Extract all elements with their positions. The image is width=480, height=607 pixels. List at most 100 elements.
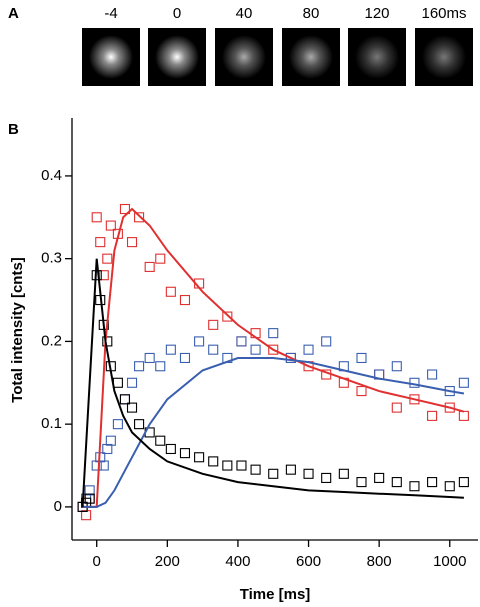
frame-label: 160ms xyxy=(421,5,466,22)
frame-spot xyxy=(355,35,399,79)
data-point xyxy=(321,472,332,483)
panel-label: B xyxy=(8,121,19,138)
y-tick-label: 0.4 xyxy=(41,167,62,184)
y-tick-label: 0 xyxy=(54,498,62,515)
data-point xyxy=(102,336,113,347)
data-point xyxy=(112,377,123,388)
data-point xyxy=(98,270,109,281)
data-point xyxy=(458,410,469,421)
data-point xyxy=(194,336,205,347)
fit-line xyxy=(82,357,465,508)
data-point xyxy=(222,311,233,322)
data-point xyxy=(250,464,261,475)
data-point xyxy=(134,361,145,372)
data-point xyxy=(194,452,205,463)
frame-label: 120 xyxy=(364,5,389,22)
data-point xyxy=(391,402,402,413)
x-tick-label: 400 xyxy=(225,553,250,570)
data-point xyxy=(391,477,402,488)
data-point xyxy=(165,286,176,297)
frame-spot xyxy=(222,35,266,79)
data-point xyxy=(356,352,367,364)
data-point xyxy=(84,485,95,496)
data-point xyxy=(268,328,279,339)
data-point xyxy=(112,419,123,430)
data-point xyxy=(303,344,314,355)
x-tick-label: 200 xyxy=(155,553,180,570)
y-tick-label: 0.2 xyxy=(41,332,62,349)
data-point xyxy=(102,253,113,264)
data-point xyxy=(208,319,219,330)
data-point xyxy=(285,352,296,364)
data-point xyxy=(236,336,247,347)
data-point xyxy=(268,344,279,355)
frame-spot xyxy=(289,35,333,79)
data-point xyxy=(356,477,367,488)
x-tick-label: 0 xyxy=(93,553,101,570)
frame-spot xyxy=(155,35,199,79)
data-point xyxy=(155,435,166,446)
data-point xyxy=(91,212,102,223)
data-point xyxy=(179,352,191,364)
data-point xyxy=(356,386,367,397)
data-point xyxy=(98,460,109,471)
data-point xyxy=(165,344,176,355)
y-axis-title: Total intensity [cnts] xyxy=(9,257,26,403)
data-point xyxy=(105,435,116,446)
data-point xyxy=(119,203,131,215)
data-point xyxy=(155,253,166,264)
data-point xyxy=(458,477,469,488)
data-point xyxy=(250,344,261,355)
data-point xyxy=(144,352,155,364)
data-point xyxy=(102,443,113,455)
data-point xyxy=(268,468,279,479)
x-tick-label: 800 xyxy=(367,553,392,570)
data-point xyxy=(179,294,191,306)
x-tick-label: 1000 xyxy=(433,553,466,570)
data-point xyxy=(126,237,138,248)
data-point xyxy=(126,402,138,413)
data-point xyxy=(391,361,402,372)
data-point xyxy=(374,472,385,483)
x-tick-label: 600 xyxy=(296,553,321,570)
data-point xyxy=(427,477,438,488)
panel-label: A xyxy=(8,5,19,22)
data-point xyxy=(222,460,233,471)
frames xyxy=(82,28,473,86)
data-point xyxy=(444,402,455,413)
data-point xyxy=(105,220,116,231)
fit-line xyxy=(82,207,465,508)
data-point xyxy=(144,261,155,272)
data-point xyxy=(155,361,166,372)
x-axis-title: Time [ms] xyxy=(240,586,311,603)
frame-label: 80 xyxy=(303,5,320,22)
data-point xyxy=(285,464,296,475)
data-point xyxy=(444,481,455,492)
y-tick-label: 0.3 xyxy=(41,250,62,267)
data-point xyxy=(427,369,438,380)
data-point xyxy=(81,510,92,521)
data-point xyxy=(119,394,131,405)
fit-line xyxy=(81,258,464,507)
data-point xyxy=(119,394,131,405)
data-point xyxy=(95,237,106,248)
data-point xyxy=(126,377,138,388)
data-point xyxy=(321,336,332,347)
frame-spot xyxy=(89,35,133,79)
frame-label: 40 xyxy=(236,5,253,22)
data-point xyxy=(165,443,176,455)
frame-spot xyxy=(422,35,466,79)
data-point xyxy=(458,377,469,388)
data-point xyxy=(91,460,102,471)
data-point xyxy=(208,344,219,355)
data-point xyxy=(236,460,247,471)
data-point xyxy=(303,468,314,479)
data-point xyxy=(409,481,420,492)
data-point xyxy=(134,419,145,430)
frame-label: -4 xyxy=(104,5,117,22)
data-point xyxy=(179,448,191,459)
data-point xyxy=(338,468,349,479)
data-point xyxy=(236,336,247,347)
frame-label: 0 xyxy=(173,5,181,22)
